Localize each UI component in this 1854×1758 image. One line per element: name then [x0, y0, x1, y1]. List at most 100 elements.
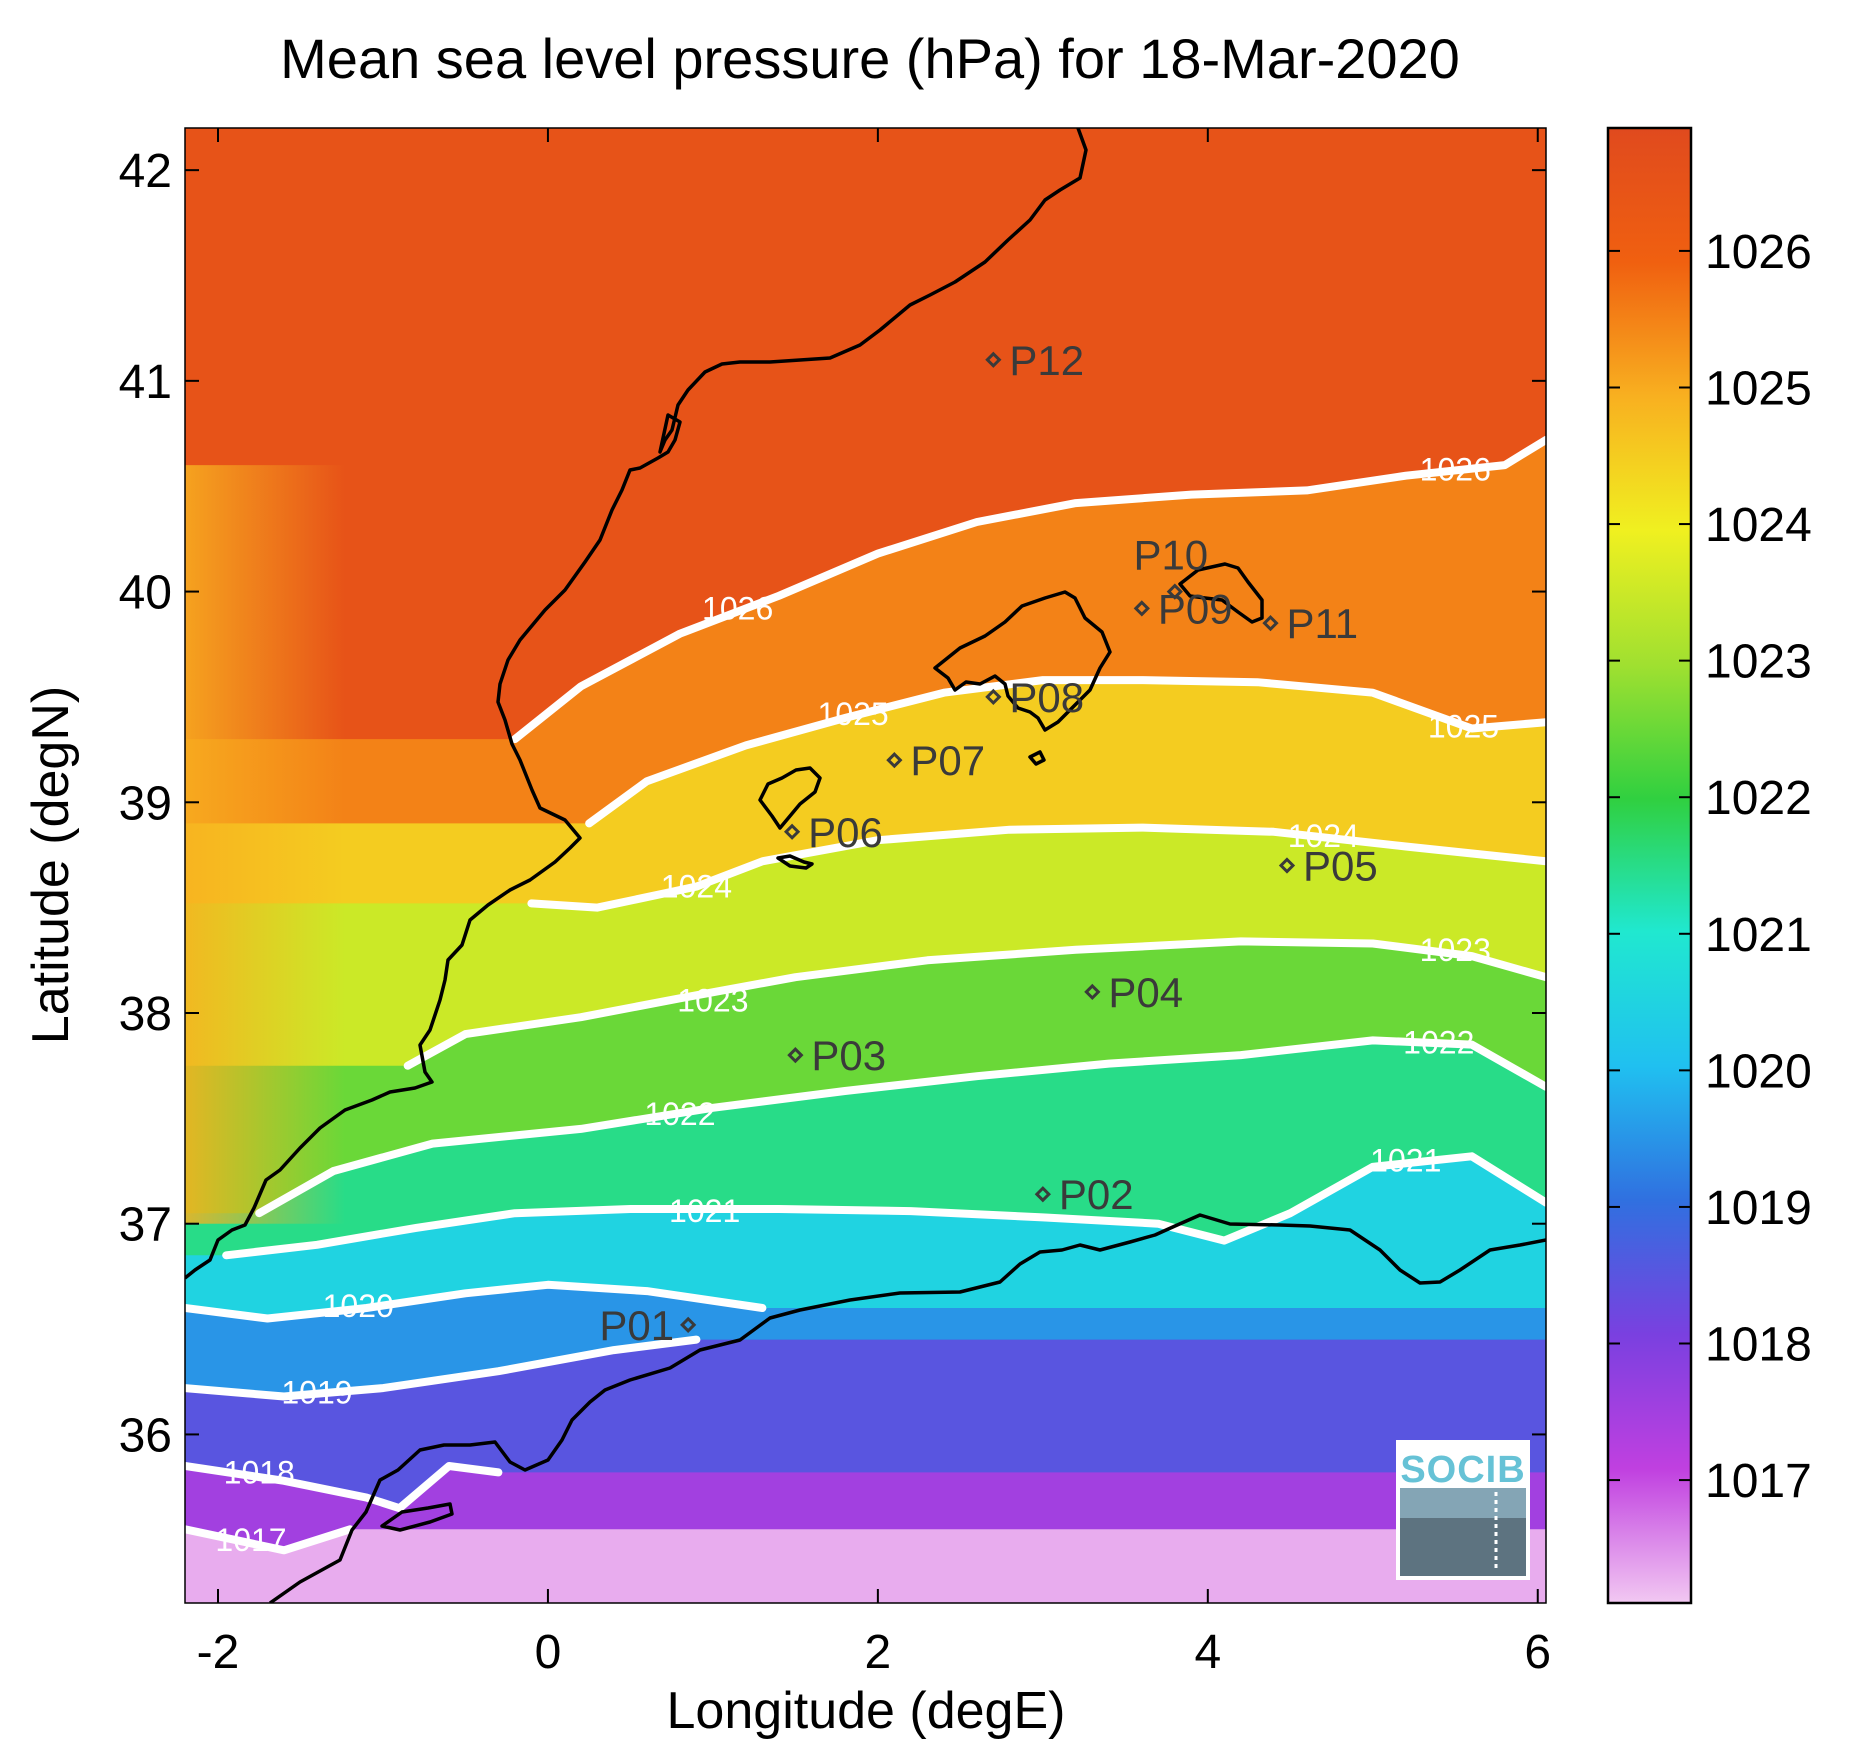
station-p06: P06	[783, 809, 883, 856]
x-axis-label: Longitude (degE)	[667, 1682, 1066, 1740]
contour-label-1020: 1020	[323, 1288, 394, 1324]
y-tick-label: 41	[119, 356, 172, 409]
coastline	[185, 128, 1546, 1603]
station-label: P01	[599, 1302, 674, 1349]
x-tick-label: 0	[535, 1626, 562, 1679]
y-tick-label: 40	[119, 567, 172, 620]
colorbar-tick-label: 1025	[1705, 362, 1812, 415]
field-land-tint	[185, 465, 345, 1224]
y-tick-label: 37	[119, 1199, 172, 1252]
x-tick-label: 2	[865, 1626, 892, 1679]
contour-1018	[185, 1462, 503, 1513]
station-p04: P04	[1084, 969, 1183, 1016]
contour-label-1021: 1021	[669, 1193, 740, 1229]
y-tick-label: 42	[119, 145, 172, 198]
station-label: P03	[811, 1032, 886, 1079]
station-label: P08	[1009, 674, 1084, 721]
colorbar-tick-label: 1023	[1705, 636, 1812, 689]
iberian-coastline	[185, 128, 1088, 1280]
station-marker	[985, 351, 1002, 368]
station-marker	[1133, 600, 1150, 617]
station-label: P05	[1303, 843, 1378, 890]
contour-1025	[585, 676, 1546, 828]
contour-1024	[527, 823, 1546, 912]
field-band-above-1026	[185, 128, 1546, 740]
contour-label-1019: 1019	[281, 1374, 352, 1410]
x-tick-label: 4	[1194, 1626, 1221, 1679]
socib-logo: SOCIB	[1396, 1440, 1530, 1580]
colorbar-tick-label: 1024	[1705, 499, 1812, 552]
contour-label-1025: 1025	[818, 696, 889, 732]
isobar-contours: 1017 1018 1019 1020 1021 1021 1022 1022 1023 1023…	[185, 435, 1546, 1558]
station-marker	[1166, 583, 1183, 600]
contour-label-1021: 1021	[1370, 1143, 1441, 1179]
colorbar-tick-label: 1021	[1705, 909, 1812, 962]
african-coastline	[268, 1213, 1546, 1603]
station-marker	[680, 1316, 697, 1333]
island-cabrera	[1028, 750, 1046, 766]
station-p10: P10	[1133, 532, 1208, 600]
contour-label-1018: 1018	[224, 1454, 295, 1490]
y-tick-label: 38	[119, 988, 172, 1041]
x-axis: -2 0 2 4 6	[197, 128, 1551, 1679]
station-marker	[783, 823, 801, 840]
colorbar-tick-label: 1018	[1705, 1319, 1812, 1372]
island-mallorca	[933, 590, 1112, 732]
contour-label-1022: 1022	[1403, 1025, 1474, 1061]
station-marker	[1278, 857, 1296, 874]
station-label: P07	[910, 737, 985, 784]
station-marker	[985, 688, 1002, 706]
x-tick-label: -2	[197, 1626, 240, 1679]
island-alboran-coast	[380, 1502, 454, 1532]
colorbar-tick-label: 1017	[1705, 1455, 1812, 1508]
station-p07: P07	[886, 737, 985, 784]
contour-label-1022: 1022	[644, 1096, 715, 1132]
station-p03: P03	[787, 1032, 886, 1079]
station-p08: P08	[985, 674, 1084, 721]
colorbar-ticks: 1017 1018 1019 1020 1021 1022 1023 1024 1025 1026	[1608, 226, 1812, 1508]
station-label: P02	[1059, 1171, 1134, 1218]
y-axis-label: Latitude (degN)	[22, 686, 80, 1044]
station-p01: P01	[599, 1302, 697, 1349]
contour-1017	[185, 1525, 354, 1555]
contour-1019	[185, 1335, 701, 1401]
x-tick-label: 6	[1524, 1626, 1551, 1679]
contour-label-1026: 1026	[702, 590, 773, 626]
island-formentera	[776, 854, 814, 870]
station-marker	[1034, 1186, 1051, 1203]
contour-1020	[185, 1280, 767, 1323]
colorbar-tick-label: 1022	[1705, 772, 1812, 825]
contour-label-1023: 1023	[677, 982, 748, 1018]
contour-label-1017: 1017	[215, 1522, 286, 1558]
island-ibiza	[758, 766, 822, 830]
island-menorca	[1178, 562, 1264, 624]
station-p05: P05	[1278, 843, 1378, 890]
contour-label-1026: 1026	[1420, 451, 1491, 487]
plot-frame	[184, 127, 1547, 1604]
station-label: P12	[1009, 337, 1084, 384]
contour-1026	[510, 435, 1546, 744]
contour-1021	[222, 1152, 1546, 1260]
contour-1022	[255, 1036, 1546, 1218]
islands	[380, 562, 1264, 1532]
station-p12: P12	[985, 337, 1084, 384]
station-label: P06	[808, 809, 883, 856]
colorbar-tick-label: 1020	[1705, 1045, 1812, 1098]
plot-area: 1017 1018 1019 1020 1021 1021 1022 1022 1023 1023…	[185, 128, 1546, 1603]
station-label: P10	[1133, 532, 1208, 579]
contour-label-1024: 1024	[661, 869, 732, 905]
station-label: P11	[1287, 600, 1359, 647]
chart-title: Mean sea level pressure (hPa) for 18-Mar…	[280, 27, 1460, 90]
station-p02: P02	[1034, 1171, 1134, 1218]
contour-label-1024: 1024	[1288, 818, 1359, 854]
colorbar-tick-label: 1019	[1705, 1182, 1812, 1235]
station-label: P04	[1108, 969, 1183, 1016]
y-tick-label: 39	[119, 777, 172, 830]
colorbar: 1017 1018 1019 1020 1021 1022 1023 1024 1025 1026	[1606, 126, 1812, 1605]
station-marker	[886, 752, 903, 769]
colorbar-tick-label: 1026	[1705, 226, 1812, 279]
station-marker	[1084, 983, 1101, 1001]
contour-label-1023: 1023	[1420, 932, 1491, 968]
